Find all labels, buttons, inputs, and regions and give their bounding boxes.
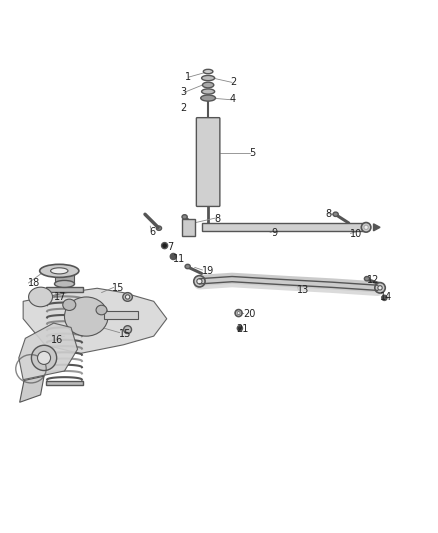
Text: 6: 6 bbox=[149, 227, 155, 237]
Ellipse shape bbox=[96, 305, 107, 315]
Polygon shape bbox=[374, 224, 380, 231]
Ellipse shape bbox=[38, 351, 50, 365]
Text: 8: 8 bbox=[325, 209, 332, 219]
Ellipse shape bbox=[125, 295, 130, 299]
Ellipse shape bbox=[185, 264, 190, 269]
Ellipse shape bbox=[54, 280, 74, 287]
Bar bbox=[55, 275, 74, 284]
Ellipse shape bbox=[28, 287, 53, 307]
Ellipse shape bbox=[197, 279, 202, 284]
Ellipse shape bbox=[194, 276, 205, 287]
Ellipse shape bbox=[54, 272, 74, 279]
Bar bbox=[46, 287, 83, 292]
Text: 2: 2 bbox=[230, 77, 236, 86]
Ellipse shape bbox=[40, 264, 79, 277]
Bar bbox=[104, 311, 138, 319]
Text: 2: 2 bbox=[180, 103, 186, 112]
Text: 10: 10 bbox=[350, 229, 362, 239]
Text: 17: 17 bbox=[53, 292, 66, 302]
Ellipse shape bbox=[203, 69, 213, 74]
Polygon shape bbox=[19, 323, 78, 379]
Text: 7: 7 bbox=[167, 242, 173, 252]
Ellipse shape bbox=[364, 225, 368, 230]
Ellipse shape bbox=[170, 254, 177, 260]
Text: 13: 13 bbox=[297, 286, 310, 295]
Ellipse shape bbox=[63, 299, 76, 310]
Text: 5: 5 bbox=[250, 148, 256, 158]
Text: 15: 15 bbox=[119, 329, 131, 339]
Text: 15: 15 bbox=[113, 283, 125, 293]
Text: 8: 8 bbox=[215, 214, 221, 224]
Ellipse shape bbox=[204, 223, 212, 231]
Ellipse shape bbox=[32, 345, 57, 370]
Ellipse shape bbox=[237, 312, 240, 314]
Text: 1: 1 bbox=[184, 72, 191, 82]
Ellipse shape bbox=[156, 226, 162, 230]
Ellipse shape bbox=[201, 89, 215, 94]
Ellipse shape bbox=[382, 295, 387, 301]
Text: 18: 18 bbox=[28, 278, 40, 288]
Ellipse shape bbox=[162, 243, 168, 249]
Ellipse shape bbox=[364, 277, 370, 281]
Text: 14: 14 bbox=[380, 292, 392, 302]
Bar bbox=[46, 381, 83, 385]
Ellipse shape bbox=[378, 286, 382, 290]
Ellipse shape bbox=[361, 223, 371, 232]
Ellipse shape bbox=[202, 82, 214, 88]
Ellipse shape bbox=[64, 297, 108, 336]
Text: 4: 4 bbox=[230, 94, 236, 104]
Ellipse shape bbox=[124, 326, 131, 334]
Polygon shape bbox=[182, 219, 195, 236]
Polygon shape bbox=[23, 288, 167, 353]
Ellipse shape bbox=[182, 215, 187, 219]
Ellipse shape bbox=[333, 212, 338, 216]
Ellipse shape bbox=[50, 268, 68, 274]
Bar bbox=[201, 223, 367, 231]
Ellipse shape bbox=[201, 76, 215, 80]
Text: 3: 3 bbox=[180, 87, 186, 98]
Polygon shape bbox=[20, 376, 44, 402]
Text: 11: 11 bbox=[173, 254, 186, 264]
Ellipse shape bbox=[375, 282, 385, 293]
Ellipse shape bbox=[201, 95, 215, 101]
Text: 16: 16 bbox=[51, 335, 64, 345]
Ellipse shape bbox=[123, 293, 132, 301]
FancyBboxPatch shape bbox=[196, 118, 220, 206]
Ellipse shape bbox=[235, 310, 242, 317]
Text: 19: 19 bbox=[201, 266, 214, 276]
Ellipse shape bbox=[237, 326, 243, 331]
Text: 20: 20 bbox=[243, 309, 255, 319]
Text: 12: 12 bbox=[367, 274, 379, 285]
Text: 21: 21 bbox=[237, 324, 249, 334]
Text: 9: 9 bbox=[271, 228, 277, 238]
